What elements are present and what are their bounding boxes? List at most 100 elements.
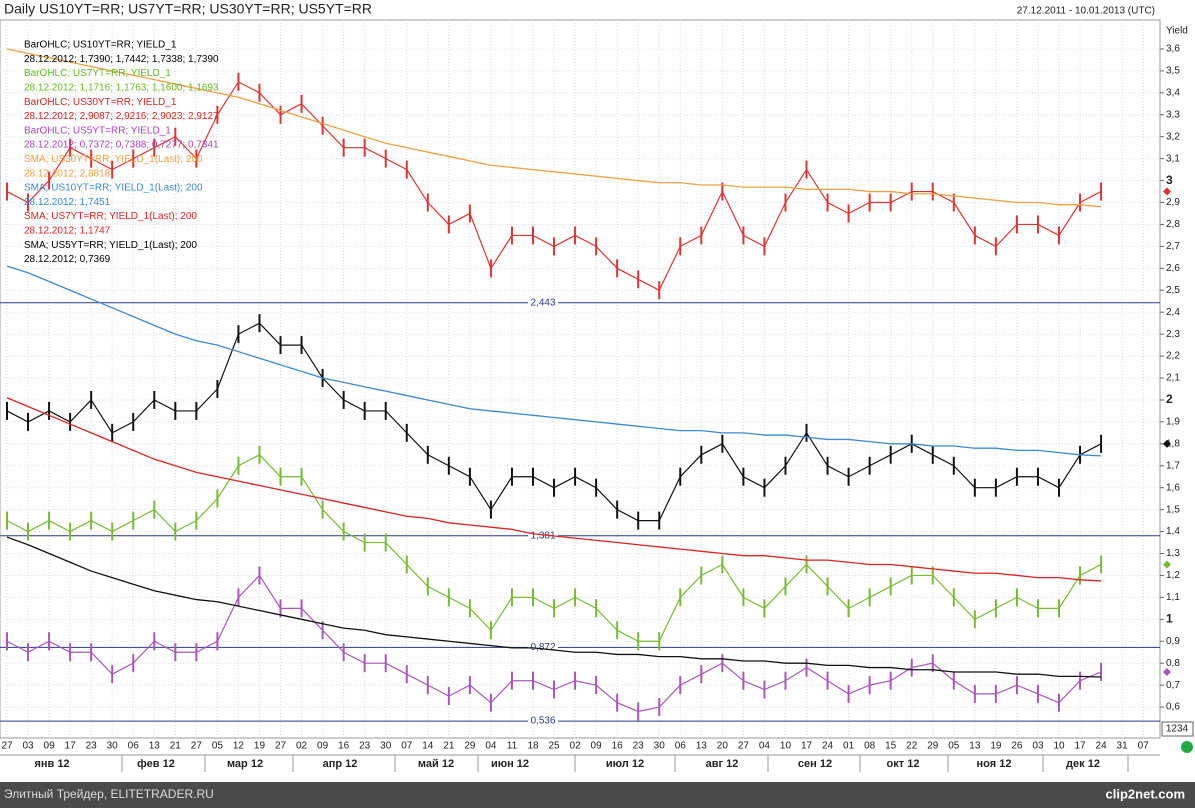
x-tick-label: 09 [591,741,603,752]
x-tick-label: 21 [443,741,455,752]
level-label-bg [528,529,558,542]
level-label-bg [528,296,558,309]
x-tick-label: 09 [44,741,56,752]
x-tick-label: 17 [1074,741,1086,752]
y-tick-label: 2 [1166,392,1173,406]
x-tick-label: 20 [717,741,729,752]
x-tick-label: 10 [780,741,792,752]
x-tick-label: 31 [1117,741,1129,752]
legend-entry: 28.12.2012; 0,7369 [24,254,111,265]
y-tick-label: 3,6 [1166,44,1180,55]
legend-entry: BarOHLC; US10YT=RR; YIELD_1 [24,40,177,51]
month-label: фев 12 [137,758,175,770]
footer-text: Элитный Трейдер, ELITETRADER.RU [4,787,214,801]
level-label: 2,443 [530,297,555,308]
x-tick-label: 11 [507,741,518,752]
y-tick-label: 1,1 [1166,592,1180,603]
legend-entry: BarOHLC; US5YT=RR; YIELD_1 [24,125,171,136]
x-tick-label: 30 [380,741,392,752]
legend-entry: 28.12.2012; 1,7390; 1,7442; 1,7338; 1,73… [24,54,219,65]
x-tick-label: 05 [948,741,960,752]
legend-entry: 28.12.2012; 0,7372; 0,7388; 0,7277; 0,73… [24,140,219,151]
x-tick-label: 22 [906,741,918,752]
sma-line [6,536,1102,678]
y-tick-label: 3,1 [1166,153,1180,164]
x-tick-label: 19 [990,741,1002,752]
x-tick-label: 23 [359,741,371,752]
y-tick-label: 1,5 [1166,504,1180,515]
legend-entry: SMA; US5YT=RR; YIELD_1(Last); 200 [24,240,197,251]
legend-entry: 28.12.2012; 2,9087; 2,9216; 2,9023; 2,91… [24,111,219,122]
y-axis-label: Yield [1166,26,1188,37]
x-tick-label: 01 [843,741,855,752]
status-dot [1181,741,1193,753]
y-tick-label: 1,2 [1166,570,1180,581]
x-tick-label: 26 [1011,741,1023,752]
y-tick-label: 2,8 [1166,219,1180,230]
x-tick-label: 13 [969,741,981,752]
y-tick-label: 2,2 [1166,351,1180,362]
x-tick-label: 24 [1096,741,1108,752]
sma-line [6,397,1102,582]
x-tick-label: 04 [485,741,497,752]
level-label: 0,872 [530,642,555,653]
x-tick-label: 29 [927,741,939,752]
x-tick-label: 23 [633,741,645,752]
y-tick-label: 0,6 [1166,702,1180,713]
x-tick-label: 29 [464,741,476,752]
x-tick-label: 12 [233,741,245,752]
x-tick-label: 13 [149,741,161,752]
y-tick-label: 3 [1166,173,1173,187]
x-tick-label: 17 [65,741,77,752]
x-tick-label: 08 [864,741,876,752]
month-label: авг 12 [706,758,739,770]
y-tick-label: 2,4 [1166,307,1180,318]
y-tick-label: 2,6 [1166,263,1180,274]
legend-entry: 28.12.2012; 1,1716; 1,1763; 1,1600; 1,16… [24,83,219,94]
x-tick-label: 06 [128,741,140,752]
x-tick-label: 18 [527,741,539,752]
footer-bar [0,782,1195,808]
month-label: мар 12 [227,758,263,770]
x-tick-label: 19 [254,741,266,752]
price-line [6,454,1102,642]
legend-entry: SMA; US30YT=RR; YIELD_1(Last); 200 [24,154,203,165]
x-tick-label: 02 [570,741,582,752]
y-tick-label: 0,9 [1166,636,1180,647]
y-tick-label: 1,9 [1166,417,1180,428]
corner-label: 1234 [1166,724,1189,735]
y-tick-label: 2,9 [1166,197,1180,208]
x-tick-label: 07 [401,741,413,752]
x-tick-label: 27 [191,741,203,752]
level-label: 1,381 [530,530,555,541]
x-tick-label: 04 [759,741,771,752]
last-value-marker [1163,439,1171,448]
x-tick-label: 09 [317,741,329,752]
level-label-bg [528,715,558,728]
x-tick-label: 17 [801,741,813,752]
y-tick-label: 1,6 [1166,482,1180,493]
y-tick-label: 2,1 [1166,373,1180,384]
x-tick-label: 10 [1053,741,1065,752]
x-tick-label: 02 [296,741,308,752]
x-tick-label: 16 [338,741,350,752]
y-tick-label: 3,5 [1166,66,1180,77]
x-tick-label: 03 [22,741,34,752]
y-tick-label: 1,4 [1166,526,1180,537]
y-tick-label: 2,3 [1166,329,1180,340]
last-value-marker [1163,667,1171,676]
x-tick-label: 21 [170,741,182,752]
level-label: 0,536 [530,716,555,727]
y-tick-label: 0,7 [1166,680,1180,691]
x-tick-label: 05 [212,741,224,752]
x-tick-label: 27 [738,741,750,752]
x-tick-label: 30 [654,741,666,752]
y-tick-label: 1,8 [1166,438,1180,449]
x-tick-label: 07 [1138,741,1150,752]
month-label: июн 12 [491,758,529,770]
y-tick-label: 1,7 [1166,460,1180,471]
price-line [6,81,1102,292]
month-label: июл 12 [606,758,644,770]
sma-line [6,265,1102,457]
